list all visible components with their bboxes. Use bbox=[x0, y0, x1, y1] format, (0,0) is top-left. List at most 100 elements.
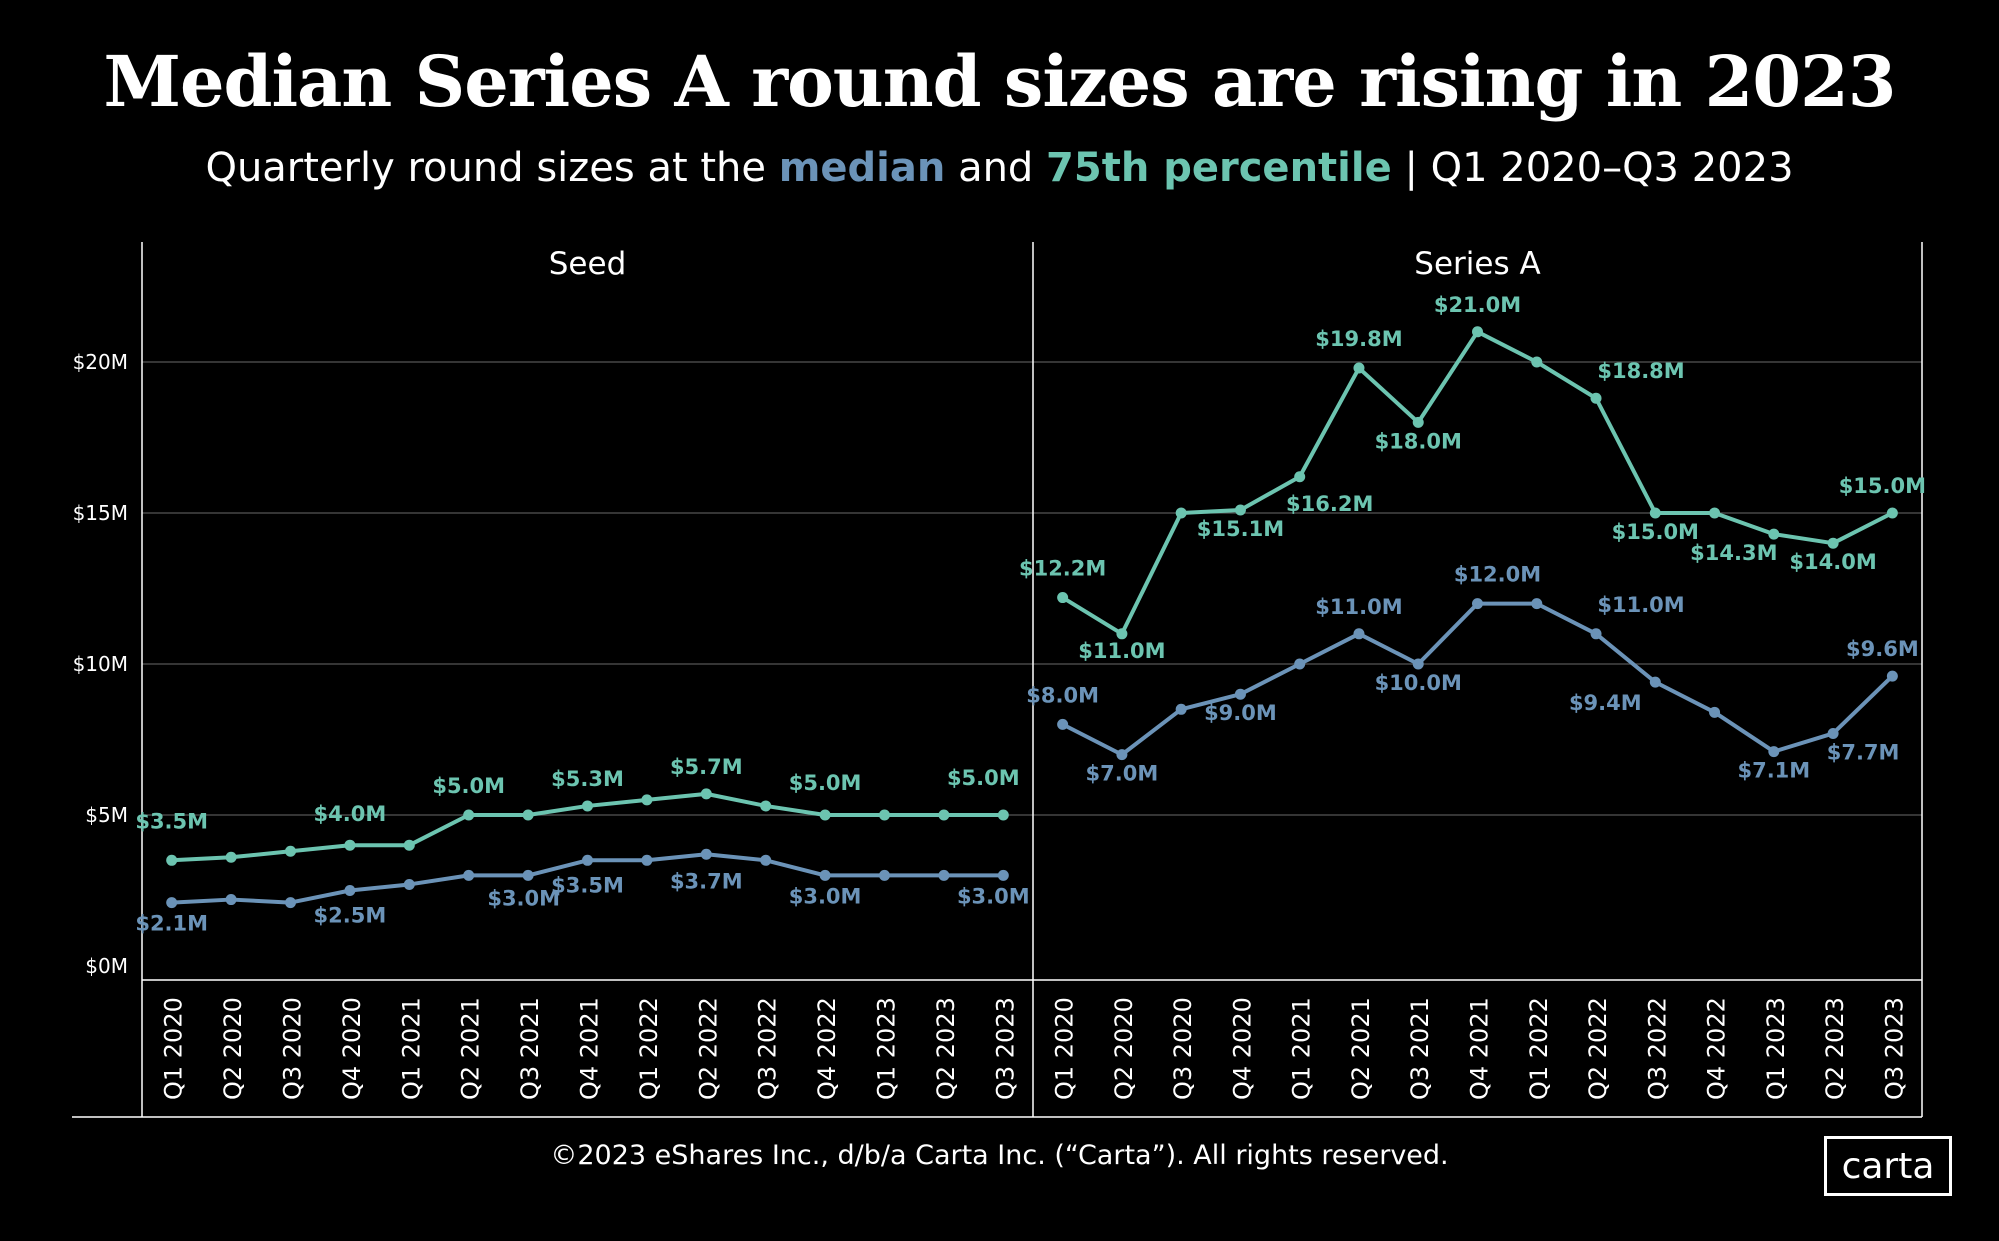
x-tick-label: Q3 2022 bbox=[754, 997, 782, 1100]
data-label: $15.0M bbox=[1839, 474, 1926, 498]
y-tick-label: $0M bbox=[85, 954, 128, 978]
data-label: $11.0M bbox=[1597, 593, 1684, 617]
data-point bbox=[1886, 507, 1898, 519]
data-label: $3.5M bbox=[551, 873, 624, 897]
chart-title: Median Series A round sizes are rising i… bbox=[103, 40, 1897, 123]
x-tick-label: Q3 2022 bbox=[1643, 997, 1671, 1100]
x-tick-label: Q2 2021 bbox=[457, 997, 485, 1100]
x-tick-label: Q1 2020 bbox=[160, 997, 188, 1100]
y-tick-label: $15M bbox=[73, 501, 128, 525]
data-label: $5.0M bbox=[432, 774, 505, 798]
copyright-footer: ©2023 eShares Inc., d/b/a Carta Inc. (“C… bbox=[550, 1140, 1449, 1171]
data-point bbox=[1472, 326, 1483, 338]
data-point bbox=[879, 809, 890, 821]
data-label: $14.0M bbox=[1789, 550, 1876, 574]
data-point bbox=[938, 809, 950, 821]
data-point bbox=[463, 869, 475, 881]
x-tick-label: Q2 2022 bbox=[1584, 997, 1612, 1100]
data-point bbox=[463, 809, 475, 821]
x-tick-label: Q4 2021 bbox=[576, 997, 604, 1100]
data-point bbox=[819, 869, 831, 881]
data-point bbox=[1827, 727, 1839, 739]
data-label: $8.0M bbox=[1026, 683, 1099, 707]
x-tick-label: Q4 2020 bbox=[1228, 997, 1256, 1100]
data-point bbox=[700, 848, 712, 860]
data-label: $3.0M bbox=[487, 886, 560, 910]
data-point bbox=[938, 869, 950, 881]
x-tick-label: Q3 2021 bbox=[516, 997, 544, 1100]
data-point bbox=[285, 897, 296, 909]
data-point bbox=[1057, 592, 1069, 604]
data-point bbox=[1234, 688, 1246, 700]
data-point bbox=[1649, 676, 1661, 688]
x-tick-label: Q1 2023 bbox=[1762, 997, 1790, 1100]
data-point bbox=[1294, 658, 1306, 670]
data-point bbox=[1649, 507, 1661, 519]
data-label: $16.2M bbox=[1286, 492, 1373, 516]
data-point bbox=[1175, 703, 1187, 715]
data-point bbox=[225, 851, 237, 863]
x-tick-label: Q3 2020 bbox=[279, 997, 307, 1100]
data-label: $11.0M bbox=[1078, 639, 1165, 663]
data-point bbox=[403, 878, 415, 890]
data-label: $9.6M bbox=[1846, 637, 1919, 661]
data-point bbox=[1175, 507, 1187, 519]
data-label: $5.3M bbox=[551, 767, 624, 791]
data-point bbox=[700, 788, 712, 800]
x-tick-label: Q4 2022 bbox=[813, 997, 841, 1100]
y-tick-label: $20M bbox=[73, 350, 128, 374]
data-label: $10.0M bbox=[1375, 671, 1462, 695]
data-label: $3.5M bbox=[135, 809, 208, 833]
data-point bbox=[1116, 749, 1128, 761]
data-point bbox=[1472, 598, 1483, 610]
data-point bbox=[1353, 362, 1365, 374]
data-point bbox=[1353, 628, 1365, 640]
data-label: $7.7M bbox=[1827, 740, 1900, 764]
data-point bbox=[1531, 598, 1543, 610]
x-tick-label: Q3 2023 bbox=[991, 997, 1019, 1100]
data-point bbox=[1590, 392, 1602, 404]
data-point bbox=[1412, 658, 1424, 670]
data-point bbox=[582, 800, 593, 812]
data-point bbox=[225, 894, 237, 906]
data-point bbox=[1412, 416, 1424, 428]
x-tick-label: Q2 2020 bbox=[219, 997, 247, 1100]
data-label: $11.0M bbox=[1315, 595, 1402, 619]
x-tick-label: Q2 2022 bbox=[694, 997, 722, 1100]
x-tick-label: Q2 2021 bbox=[1347, 997, 1375, 1100]
data-point bbox=[1294, 471, 1306, 483]
data-point bbox=[1590, 628, 1602, 640]
data-label: $5.7M bbox=[670, 755, 743, 779]
x-tick-label: Q1 2023 bbox=[873, 997, 901, 1100]
data-point bbox=[522, 869, 534, 881]
data-point bbox=[997, 809, 1009, 821]
data-point bbox=[819, 809, 831, 821]
data-label: $2.5M bbox=[314, 904, 387, 928]
subtitle-p75: 75th percentile bbox=[1046, 145, 1392, 191]
data-label: $18.0M bbox=[1375, 429, 1462, 453]
data-point bbox=[522, 809, 534, 821]
data-point bbox=[1827, 537, 1839, 549]
data-point bbox=[1768, 528, 1780, 540]
data-point bbox=[344, 839, 356, 851]
data-label: $4.0M bbox=[314, 802, 387, 826]
data-point bbox=[1531, 356, 1543, 368]
data-label: $15.0M bbox=[1612, 520, 1699, 544]
data-point bbox=[760, 800, 772, 812]
x-tick-label: Q1 2022 bbox=[635, 997, 663, 1100]
x-tick-label: Q4 2021 bbox=[1466, 997, 1494, 1100]
data-label: $3.0M bbox=[789, 884, 862, 908]
series-line-median bbox=[1061, 601, 1894, 757]
data-point bbox=[1709, 507, 1721, 519]
data-point bbox=[760, 854, 772, 866]
data-point bbox=[582, 854, 593, 866]
data-point bbox=[1768, 746, 1780, 758]
x-tick-label: Q2 2023 bbox=[1821, 997, 1849, 1100]
data-point bbox=[641, 794, 653, 806]
panel-title-seed: Seed bbox=[549, 246, 627, 282]
x-tick-label: Q4 2020 bbox=[338, 997, 366, 1100]
data-label: $9.4M bbox=[1569, 691, 1642, 715]
x-tick-label: Q1 2022 bbox=[1525, 997, 1553, 1100]
x-tick-label: Q1 2021 bbox=[397, 997, 425, 1100]
